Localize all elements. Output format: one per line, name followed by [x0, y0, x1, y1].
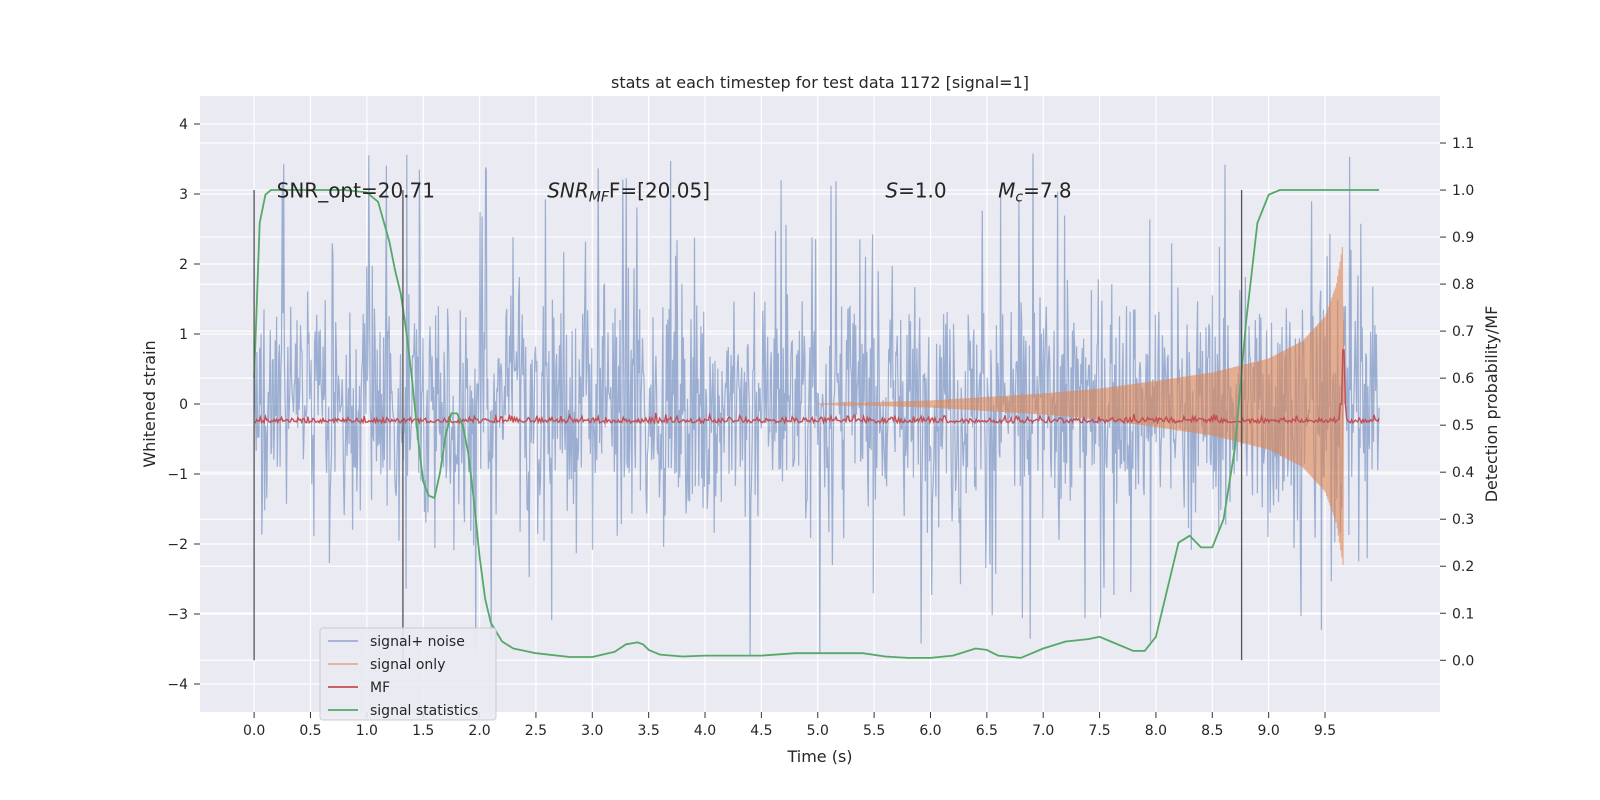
x-tick-label: 0.5: [299, 723, 321, 739]
y-tick-label: −3: [167, 607, 188, 623]
y2-axis-label: Detection probability/MF: [1482, 306, 1501, 503]
legend: signal+ noise signal only MF signal stat…: [319, 627, 497, 721]
x-tick-label: 7.0: [1032, 723, 1054, 739]
x-tick-label: 6.0: [919, 723, 941, 739]
y2-tick-label: 0.4: [1452, 465, 1474, 481]
series-signal-noise: [253, 153, 1380, 656]
annotations: SNR_opt=20.71 SNRMFF=[20.05] S=1.0 Mc=7.8: [277, 179, 1072, 206]
y-tick-label: −4: [167, 677, 188, 693]
legend-label-signal-noise: signal+ noise: [370, 634, 465, 650]
legend-label-signal-statistics: signal statistics: [370, 703, 478, 719]
x-axis-label: Time (s): [786, 747, 852, 766]
x-tick-label: 2.0: [468, 723, 490, 739]
x-tick-label: 8.5: [1201, 723, 1223, 739]
y2-tick-label: 0.1: [1452, 606, 1474, 622]
y2-tick-label: 0.2: [1452, 559, 1474, 575]
y2-tick-label: 1.1: [1452, 136, 1474, 152]
x-tick-label: 7.5: [1088, 723, 1110, 739]
y-tick-label: −1: [167, 467, 188, 483]
x-tick-label: 1.5: [412, 723, 434, 739]
series-mf: [254, 349, 1380, 426]
x-tick-label: 9.5: [1314, 723, 1336, 739]
series-signal-only: [817, 246, 1345, 565]
axis-ticks: 0.0 0.5 1.0 1.5 2.0 2.5 3.0 3.5 4.0 4.5 5.0 5.5 6.0 6…: [167, 117, 1474, 739]
legend-box: [319, 627, 497, 721]
legend-label-mf: MF: [370, 680, 390, 696]
y-tick-label: 1: [179, 327, 188, 343]
y-tick-label: 2: [179, 257, 188, 273]
x-tick-label: 5.5: [863, 723, 885, 739]
y2-tick-label: 0.9: [1452, 230, 1474, 246]
annotation-1: SNRMFF=[20.05]: [547, 179, 710, 206]
y2-tick-label: 0.3: [1452, 512, 1474, 528]
legend-label-signal-only: signal only: [370, 657, 445, 673]
y2-tick-label: 1.0: [1452, 183, 1474, 199]
y-tick-label: 3: [179, 187, 188, 203]
x-tick-label: 2.5: [525, 723, 547, 739]
x-tick-label: 4.0: [694, 723, 716, 739]
y2-tick-label: 0.8: [1452, 277, 1474, 293]
x-tick-label: 8.0: [1145, 723, 1167, 739]
series-signal-statistics: [253, 189, 1380, 659]
annotation-3: Mc=7.8: [998, 179, 1072, 206]
y2-tick-label: 0.7: [1452, 324, 1474, 340]
y-tick-label: 4: [179, 117, 188, 133]
y2-tick-label: 0.5: [1452, 418, 1474, 434]
x-tick-label: 6.5: [976, 723, 998, 739]
x-tick-label: 3.5: [638, 723, 660, 739]
x-tick-label: 1.0: [356, 723, 378, 739]
vertical-markers: [253, 190, 1243, 661]
y-tick-label: 0: [179, 397, 188, 413]
x-tick-label: 4.5: [750, 723, 772, 739]
x-tick-label: 3.0: [581, 723, 603, 739]
y-tick-label: −2: [167, 537, 188, 553]
y2-tick-label: 0.0: [1452, 653, 1474, 669]
x-tick-label: 5.0: [807, 723, 829, 739]
annotation-2: S=1.0: [885, 179, 946, 203]
x-tick-label: 0.0: [243, 723, 265, 739]
chart-title: stats at each timestep for test data 117…: [611, 73, 1029, 92]
annotation-0: SNR_opt=20.71: [277, 179, 435, 203]
y2-tick-label: 0.6: [1452, 371, 1474, 387]
y-axis-label: Whitened strain: [140, 340, 159, 467]
series-layer: [253, 153, 1380, 659]
x-tick-label: 9.0: [1258, 723, 1280, 739]
